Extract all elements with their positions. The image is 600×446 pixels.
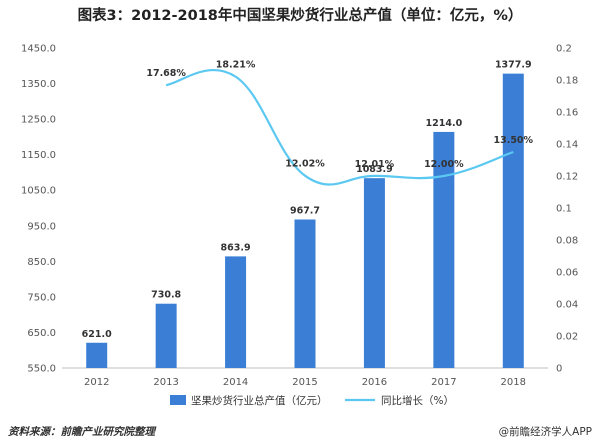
bar-value-label: 967.7	[290, 205, 320, 216]
legend-bar-swatch	[170, 395, 186, 405]
y-left-tick-label: 1150.0	[21, 150, 56, 161]
chart-title: 图表3：2012-2018年中国坚果炒货行业总产值（单位：亿元，%）	[77, 8, 523, 24]
y-right-tick-label: 0.2	[556, 44, 572, 55]
y-left-tick-label: 1050.0	[21, 186, 56, 197]
x-tick-label: 2012	[84, 377, 109, 388]
bar	[433, 131, 455, 368]
growth-value-label: 13.50%	[493, 135, 533, 146]
y-right-tick-label: 0	[556, 364, 562, 375]
bars-layer: 621.0 730.8 863.9 967.7 1083.9 1214.0 1377.9	[82, 60, 532, 368]
credit-note: @前瞻经济学人APP	[498, 426, 592, 438]
y-left-tick-label: 1450.0	[21, 44, 56, 55]
x-tick-label: 2017	[431, 377, 456, 388]
y-left-tick-label: 650.0	[27, 328, 56, 339]
bar	[502, 73, 524, 368]
y-left-tick-label: 550.0	[27, 364, 56, 375]
growth-value-label: 12.02%	[285, 159, 325, 170]
y-left-tick-label: 850.0	[27, 257, 56, 268]
legend-bar-label: 坚果炒货行业总产值（亿元）	[191, 394, 328, 407]
x-tick-label: 2014	[223, 377, 248, 388]
bar-value-label: 730.8	[151, 290, 181, 301]
y-left-tick-label: 950.0	[27, 221, 56, 232]
bar	[294, 219, 316, 368]
y-left-tick-label: 750.0	[27, 292, 56, 303]
bar	[363, 178, 385, 368]
growth-line	[165, 69, 514, 186]
y-right-tick-label: 0.08	[556, 236, 578, 247]
growth-value-label: 17.68%	[146, 68, 186, 79]
x-tick-label: 2013	[153, 377, 178, 388]
legend-line-label: 同比增长（%）	[381, 394, 454, 407]
y-left-tick-label: 1350.0	[21, 79, 56, 90]
bar-value-label: 621.0	[82, 329, 112, 340]
y-right-tick-label: 0.02	[556, 332, 578, 343]
bar	[86, 342, 108, 368]
x-tick-label: 2016	[362, 377, 387, 388]
y-right-tick-label: 0.06	[556, 268, 578, 279]
bar-value-label: 863.9	[221, 242, 251, 253]
growth-value-label: 12.01%	[355, 159, 395, 170]
source-note: 资料来源：前瞻产业研究院整理	[8, 426, 155, 438]
y-right-tick-label: 0.12	[556, 172, 578, 183]
y-right-tick-label: 0.1	[556, 204, 572, 215]
growth-line-layer: 17.68% 18.21% 12.02% 12.01% 12.00% 13.50%	[146, 60, 534, 186]
growth-value-label: 12.00%	[424, 159, 464, 170]
y-right-tick-label: 0.04	[556, 300, 578, 311]
x-tick-label: 2018	[501, 377, 526, 388]
growth-value-label: 18.21%	[216, 60, 256, 71]
y-right-tick-label: 0.16	[556, 108, 578, 119]
y-right-tick-label: 0.18	[556, 76, 578, 87]
bar-value-label: 1083.9	[356, 164, 393, 175]
bar-value-label: 1377.9	[495, 60, 532, 71]
bar	[155, 303, 177, 368]
bar	[225, 256, 247, 368]
x-tick-label: 2015	[292, 377, 317, 388]
y-left-tick-label: 1250.0	[21, 115, 56, 126]
bar-value-label: 1214.0	[426, 118, 463, 129]
y-right-tick-label: 0.14	[556, 140, 578, 151]
legend: 坚果炒货行业总产值（亿元） 同比增长（%）	[170, 394, 454, 407]
